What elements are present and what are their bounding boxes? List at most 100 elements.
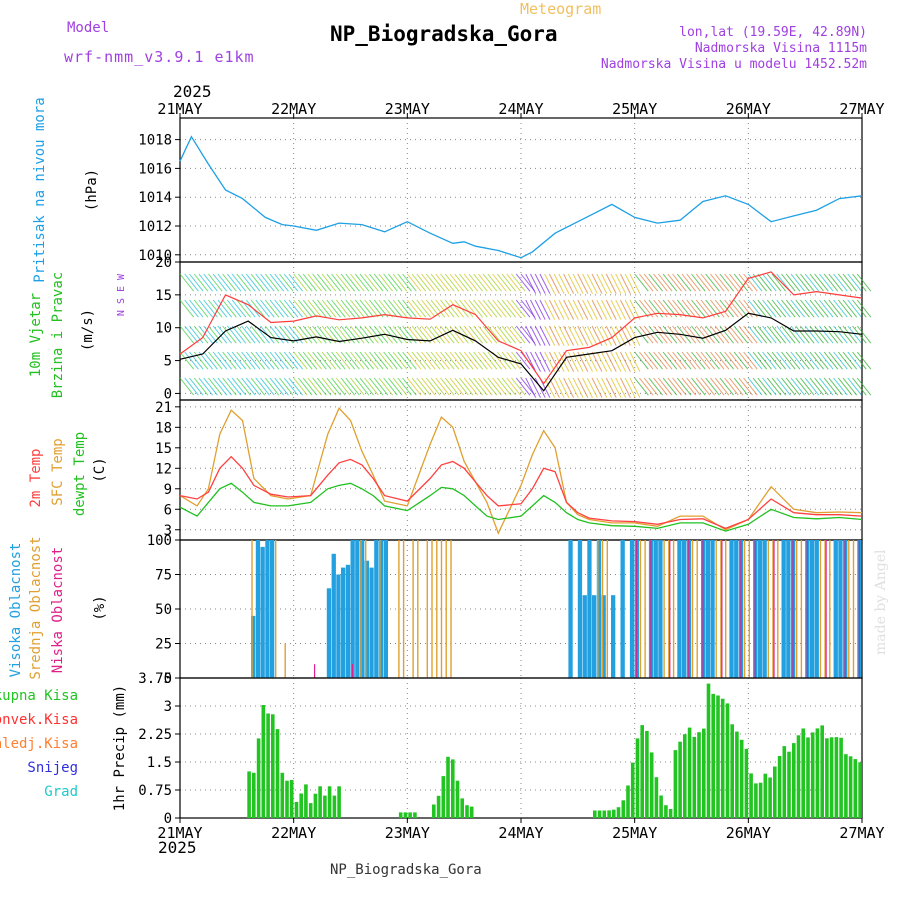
- wind-barb: [733, 299, 749, 318]
- wind-barb: [444, 351, 460, 370]
- wind-barb: [184, 351, 199, 370]
- wind-barb: [421, 325, 436, 344]
- wind-ytick-label: 0: [164, 386, 172, 402]
- wind-barb: [620, 351, 631, 372]
- wind-barb: [193, 325, 209, 344]
- wind-barb: [269, 377, 285, 396]
- wind-barb: [416, 299, 431, 318]
- wind-barb: [809, 273, 824, 292]
- wind-barb: [653, 273, 668, 292]
- wind-barb: [331, 273, 346, 292]
- model-label: Model: [67, 20, 110, 36]
- cloud-high-bar: [757, 540, 763, 678]
- wind-barb: [771, 273, 787, 292]
- wind-barb: [364, 299, 379, 318]
- wind-barb: [316, 377, 332, 396]
- wind-barb: [657, 273, 673, 292]
- cloud-high-bar: [568, 540, 573, 678]
- wind-barb: [236, 377, 251, 396]
- wind-barb: [515, 325, 531, 344]
- wind-unit: (m/s): [80, 309, 96, 351]
- precip-bar: [664, 805, 668, 818]
- wind-barb: [179, 351, 195, 370]
- wind-barb: [226, 273, 242, 292]
- top-xtick-label: 23MAY: [385, 100, 430, 118]
- wind-barb: [823, 273, 839, 292]
- wind-barb: [837, 351, 853, 370]
- wind-barb: [492, 273, 507, 292]
- wind-barb: [539, 299, 551, 320]
- precip-bar: [763, 773, 768, 818]
- wind-barb: [298, 325, 313, 344]
- wind-barb: [440, 351, 455, 370]
- wind-barb: [738, 351, 753, 370]
- wind-barb: [700, 325, 715, 344]
- wind-barb: [473, 273, 488, 292]
- wind-barb: [397, 377, 412, 396]
- wind-barb: [321, 377, 337, 396]
- wind-barb: [359, 299, 374, 318]
- wind-barb: [676, 299, 692, 318]
- precip-bar: [289, 780, 294, 818]
- precip-bar: [460, 798, 464, 818]
- wind-barb: [582, 377, 593, 398]
- wind-barb: [369, 273, 384, 292]
- wind-barb: [359, 377, 374, 396]
- wind-barb: [639, 351, 654, 370]
- wind-barb: [624, 273, 636, 294]
- wind-barb: [463, 351, 479, 370]
- precip-bar: [261, 705, 266, 818]
- wind-barb: [776, 299, 791, 318]
- cloud-high-bar: [369, 567, 374, 678]
- wind-barb: [236, 325, 251, 344]
- wind-barb: [430, 351, 446, 370]
- wind-barb: [800, 299, 815, 318]
- wind-barb: [354, 377, 370, 396]
- wind-barb: [634, 273, 649, 292]
- wind-barb: [563, 273, 575, 294]
- wind-barb: [676, 351, 692, 370]
- wind-barb: [222, 299, 237, 318]
- wind-barb: [203, 273, 218, 292]
- wind-panel: 0 5 10 15 20 10m Vjetar Brzina i Pravac (m/s) N …: [28, 255, 872, 402]
- precip-bar: [313, 793, 318, 818]
- wind-barb: [397, 273, 412, 292]
- wind-barb: [814, 377, 829, 396]
- wind-barb: [373, 273, 389, 292]
- wind-barb: [302, 377, 318, 396]
- wind-barb: [184, 325, 199, 344]
- wind-barb: [757, 351, 772, 370]
- wind-barb: [809, 299, 824, 318]
- precip-bar: [834, 737, 839, 818]
- wind-barb: [676, 273, 692, 292]
- wind-barb: [397, 351, 412, 370]
- precip-bar: [829, 737, 834, 818]
- precip-bar: [787, 751, 791, 818]
- wind-barb: [212, 325, 228, 344]
- pressure-ytick-label: 1016: [138, 161, 172, 177]
- wind-barb: [430, 325, 446, 344]
- wind-barb: [326, 351, 341, 370]
- wind-barb: [591, 273, 603, 294]
- wind-barb: [653, 325, 668, 344]
- precip-bar: [820, 725, 824, 818]
- precip-bar: [692, 736, 697, 818]
- wind-barb: [430, 377, 446, 396]
- wind-barb: [828, 351, 843, 370]
- wind-barb: [601, 377, 612, 398]
- wind-barb: [373, 351, 389, 370]
- wind-barb: [714, 325, 730, 344]
- temperature-ytick-label: 3: [164, 523, 172, 539]
- wind-barb: [463, 377, 479, 396]
- wind-barb: [501, 325, 517, 344]
- wind-barb: [520, 273, 536, 292]
- wind-barb: [179, 325, 195, 344]
- wind-barb: [837, 273, 853, 292]
- wind-barb: [852, 299, 867, 318]
- model-elevation-label: Nadmorska Visina u modelu 1452.52m: [600, 57, 867, 72]
- precip-bar: [436, 795, 441, 818]
- wind-barb: [747, 273, 763, 292]
- wind-barb: [482, 325, 498, 344]
- wind-barb: [572, 325, 584, 346]
- cloud-high-bar: [383, 540, 388, 678]
